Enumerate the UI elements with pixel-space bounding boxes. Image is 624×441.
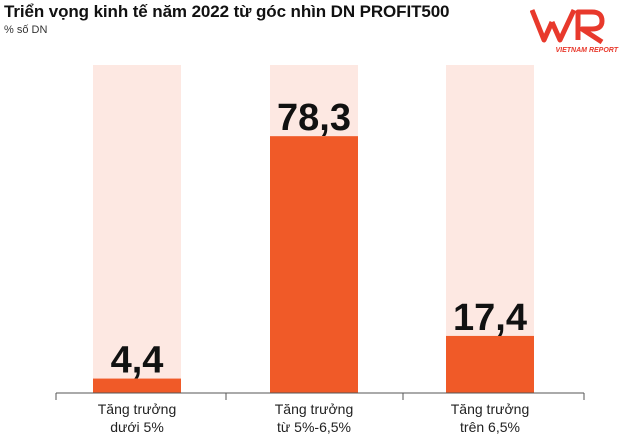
bar-track-1 <box>93 65 181 393</box>
logo-caption: VIETNAM REPORT <box>556 47 619 54</box>
category-label-2: Tăng trưởng từ 5%-6,5% <box>275 401 353 435</box>
bar-1 <box>93 378 181 393</box>
category-label-line: trên 6,5% <box>460 419 520 435</box>
category-label-line: dưới 5% <box>110 419 164 435</box>
logo-mark-icon <box>530 8 605 45</box>
value-label-1: 4,4 <box>111 340 164 382</box>
value-label-3: 17,4 <box>453 297 527 339</box>
category-label-line: Tăng trưởng <box>98 401 176 417</box>
category-label-line: từ 5%-6,5% <box>277 419 351 435</box>
bar-2 <box>270 136 358 393</box>
category-label-3: Tăng trưởng trên 6,5% <box>451 401 529 435</box>
vietnam-report-logo: VIETNAM REPORT <box>530 8 619 54</box>
value-label-2: 78,3 <box>277 97 351 139</box>
category-label-line: Tăng trưởng <box>451 401 529 417</box>
chart-title: Triển vọng kinh tế năm 2022 từ góc nhìn … <box>4 2 450 21</box>
category-label-line: Tăng trưởng <box>275 401 353 417</box>
bar-3 <box>446 335 534 393</box>
chart-subtitle: % số DN <box>4 24 48 36</box>
category-label-1: Tăng trưởng dưới 5% <box>98 401 176 435</box>
